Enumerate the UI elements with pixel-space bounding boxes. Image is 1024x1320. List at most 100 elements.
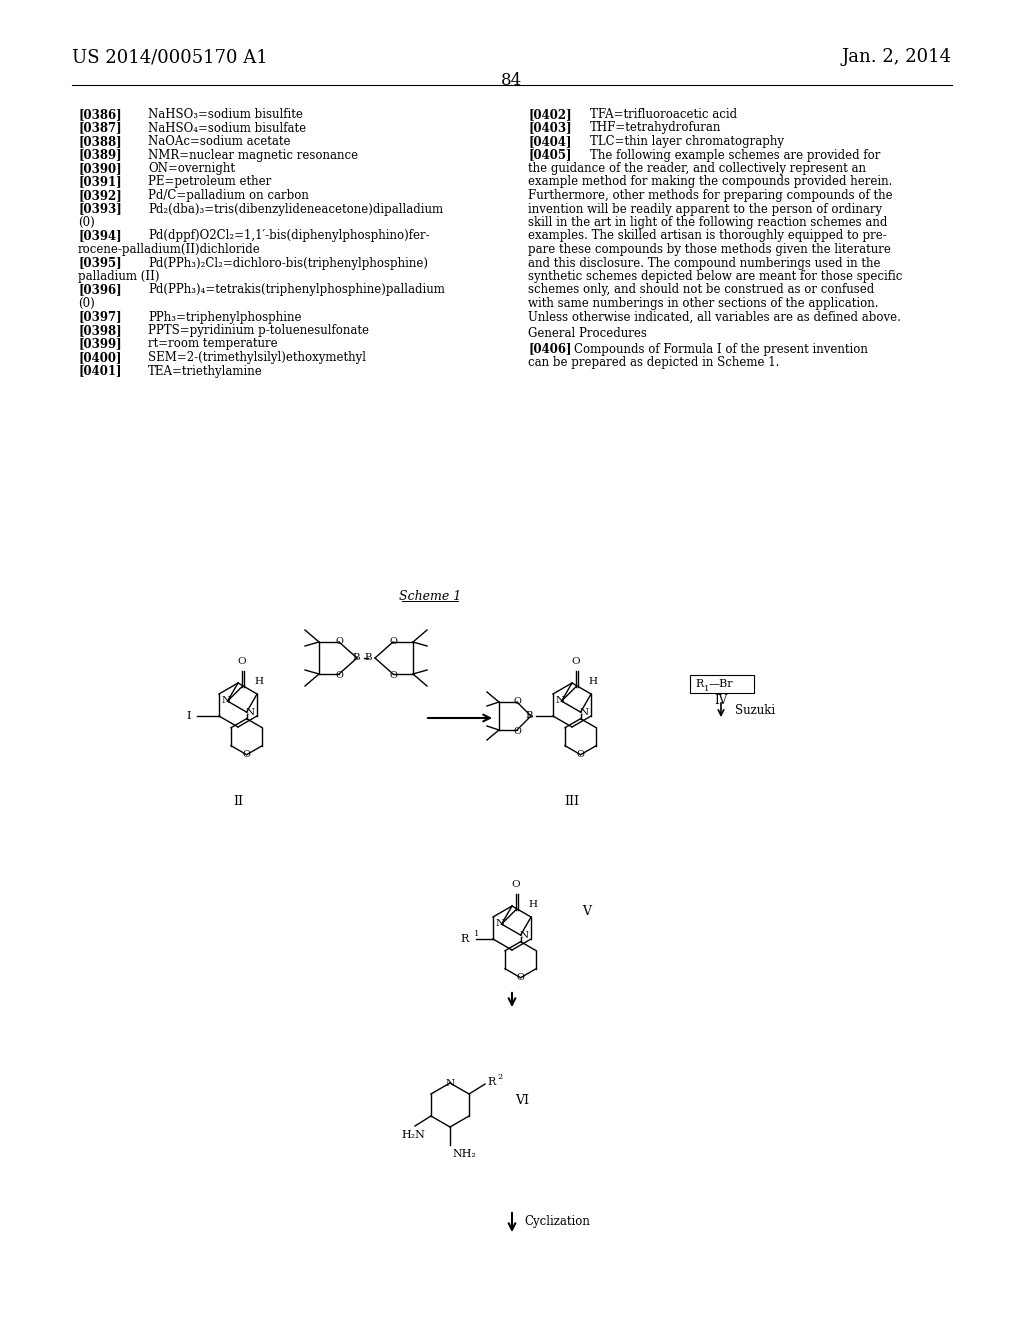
Text: THF=tetrahydrofuran: THF=tetrahydrofuran	[590, 121, 721, 135]
Text: [0392]: [0392]	[78, 189, 122, 202]
Text: O: O	[238, 657, 246, 667]
Text: R: R	[695, 678, 703, 689]
Text: The following example schemes are provided for: The following example schemes are provid…	[590, 149, 881, 161]
Text: O: O	[517, 973, 524, 982]
Text: Suzuki: Suzuki	[735, 704, 775, 717]
Text: B: B	[352, 653, 360, 663]
Text: IV: IV	[715, 694, 728, 708]
Text: H: H	[589, 677, 598, 686]
Text: [0399]: [0399]	[78, 338, 122, 351]
Text: TEA=triethylamine: TEA=triethylamine	[148, 364, 263, 378]
Text: with same numberings in other sections of the application.: with same numberings in other sections o…	[528, 297, 879, 310]
Text: N: N	[579, 708, 588, 717]
Text: O: O	[335, 636, 343, 645]
Text: Furthermore, other methods for preparing compounds of the: Furthermore, other methods for preparing…	[528, 189, 893, 202]
Text: Scheme 1: Scheme 1	[399, 590, 461, 603]
Text: N: N	[245, 708, 254, 717]
Text: (0): (0)	[78, 216, 95, 228]
Text: I: I	[186, 711, 190, 721]
Text: [0393]: [0393]	[78, 202, 122, 215]
Text: [0386]: [0386]	[78, 108, 122, 121]
Text: N: N	[445, 1078, 455, 1088]
Text: N: N	[519, 931, 528, 940]
Text: B: B	[525, 711, 532, 721]
Text: O: O	[511, 880, 520, 888]
Text: Pd(dppf)O2Cl₂=1,1′-bis(diphenylphosphino)fer-: Pd(dppf)O2Cl₂=1,1′-bis(diphenylphosphino…	[148, 230, 430, 243]
Text: 2: 2	[497, 1073, 503, 1081]
Text: ON=overnight: ON=overnight	[148, 162, 234, 176]
Text: III: III	[564, 795, 580, 808]
Text: [0405]: [0405]	[528, 149, 571, 161]
Text: [0389]: [0389]	[78, 149, 122, 161]
Text: [0388]: [0388]	[78, 135, 122, 148]
Text: H₂N: H₂N	[401, 1130, 425, 1140]
Text: [0397]: [0397]	[78, 310, 122, 323]
Text: pare these compounds by those methods given the literature: pare these compounds by those methods gi…	[528, 243, 891, 256]
Text: Pd(PPh₃)₄=tetrakis(triphenylphosphine)palladium: Pd(PPh₃)₄=tetrakis(triphenylphosphine)pa…	[148, 284, 444, 297]
Text: N: N	[496, 919, 505, 928]
Text: VI: VI	[515, 1093, 529, 1106]
Text: O: O	[389, 671, 397, 680]
Text: Pd(PPh₃)₂Cl₂=dichloro-bis(triphenylphosphine): Pd(PPh₃)₂Cl₂=dichloro-bis(triphenylphosp…	[148, 256, 428, 269]
Text: O: O	[577, 750, 585, 759]
Text: H: H	[255, 677, 264, 686]
Text: PE=petroleum ether: PE=petroleum ether	[148, 176, 271, 189]
Text: example method for making the compounds provided herein.: example method for making the compounds …	[528, 176, 892, 189]
Text: PPTS=pyridinium p-toluenesulfonate: PPTS=pyridinium p-toluenesulfonate	[148, 323, 369, 337]
Text: Pd₂(dba)₃=tris(dibenzylideneacetone)dipalladium: Pd₂(dba)₃=tris(dibenzylideneacetone)dipa…	[148, 202, 443, 215]
Text: NaHSO₄=sodium bisulfate: NaHSO₄=sodium bisulfate	[148, 121, 306, 135]
Text: can be prepared as depicted in Scheme 1.: can be prepared as depicted in Scheme 1.	[528, 356, 779, 370]
Text: [0390]: [0390]	[78, 162, 122, 176]
Text: TLC=thin layer chromatography: TLC=thin layer chromatography	[590, 135, 784, 148]
Text: General Procedures: General Procedures	[528, 327, 647, 341]
Text: synthetic schemes depicted below are meant for those specific: synthetic schemes depicted below are mea…	[528, 271, 902, 282]
Text: O: O	[513, 697, 521, 705]
Text: O: O	[335, 671, 343, 680]
Text: examples. The skilled artisan is thoroughly equipped to pre-: examples. The skilled artisan is thoroug…	[528, 230, 887, 243]
Text: N: N	[222, 696, 231, 705]
Text: R: R	[461, 935, 469, 944]
Text: [0400]: [0400]	[78, 351, 122, 364]
Text: B: B	[365, 653, 372, 663]
Text: TFA=trifluoroacetic acid: TFA=trifluoroacetic acid	[590, 108, 737, 121]
Text: NMR=nuclear magnetic resonance: NMR=nuclear magnetic resonance	[148, 149, 358, 161]
Text: (0): (0)	[78, 297, 95, 310]
Text: Cyclization: Cyclization	[524, 1216, 590, 1229]
Text: [0403]: [0403]	[528, 121, 571, 135]
Text: [0387]: [0387]	[78, 121, 122, 135]
Text: II: II	[233, 795, 243, 808]
Text: O: O	[389, 636, 397, 645]
Text: Jan. 2, 2014: Jan. 2, 2014	[842, 48, 952, 66]
Text: [0391]: [0391]	[78, 176, 122, 189]
Text: palladium (II): palladium (II)	[78, 271, 160, 282]
Text: —Br: —Br	[709, 678, 733, 689]
Text: [0404]: [0404]	[528, 135, 571, 148]
Text: NaOAc=sodium acetate: NaOAc=sodium acetate	[148, 135, 291, 148]
Text: R: R	[487, 1077, 496, 1086]
Text: NH₂: NH₂	[452, 1148, 476, 1159]
Text: rocene-palladium(II)dichloride: rocene-palladium(II)dichloride	[78, 243, 261, 256]
Text: Compounds of Formula I of the present invention: Compounds of Formula I of the present in…	[574, 342, 868, 355]
Text: skill in the art in light of the following reaction schemes and: skill in the art in light of the followi…	[528, 216, 888, 228]
Text: 1: 1	[474, 931, 479, 939]
Text: [0394]: [0394]	[78, 230, 122, 243]
Text: the guidance of the reader, and collectively represent an: the guidance of the reader, and collecti…	[528, 162, 866, 176]
Text: [0402]: [0402]	[528, 108, 571, 121]
Text: O: O	[571, 657, 580, 667]
Text: [0401]: [0401]	[78, 364, 122, 378]
Text: O: O	[513, 726, 521, 735]
Text: 1: 1	[705, 685, 710, 693]
Text: US 2014/0005170 A1: US 2014/0005170 A1	[72, 48, 267, 66]
Text: [0395]: [0395]	[78, 256, 122, 269]
Text: H: H	[528, 900, 538, 909]
Text: O: O	[243, 750, 251, 759]
Text: schemes only, and should not be construed as or confused: schemes only, and should not be construe…	[528, 284, 874, 297]
Text: SEM=2-(trimethylsilyl)ethoxymethyl: SEM=2-(trimethylsilyl)ethoxymethyl	[148, 351, 366, 364]
Text: and this disclosure. The compound numberings used in the: and this disclosure. The compound number…	[528, 256, 881, 269]
Text: Pd/C=palladium on carbon: Pd/C=palladium on carbon	[148, 189, 309, 202]
Text: rt=room temperature: rt=room temperature	[148, 338, 278, 351]
Text: NaHSO₃=sodium bisulfite: NaHSO₃=sodium bisulfite	[148, 108, 303, 121]
Text: N: N	[556, 696, 565, 705]
Text: [0406]: [0406]	[528, 342, 571, 355]
Text: [0396]: [0396]	[78, 284, 122, 297]
